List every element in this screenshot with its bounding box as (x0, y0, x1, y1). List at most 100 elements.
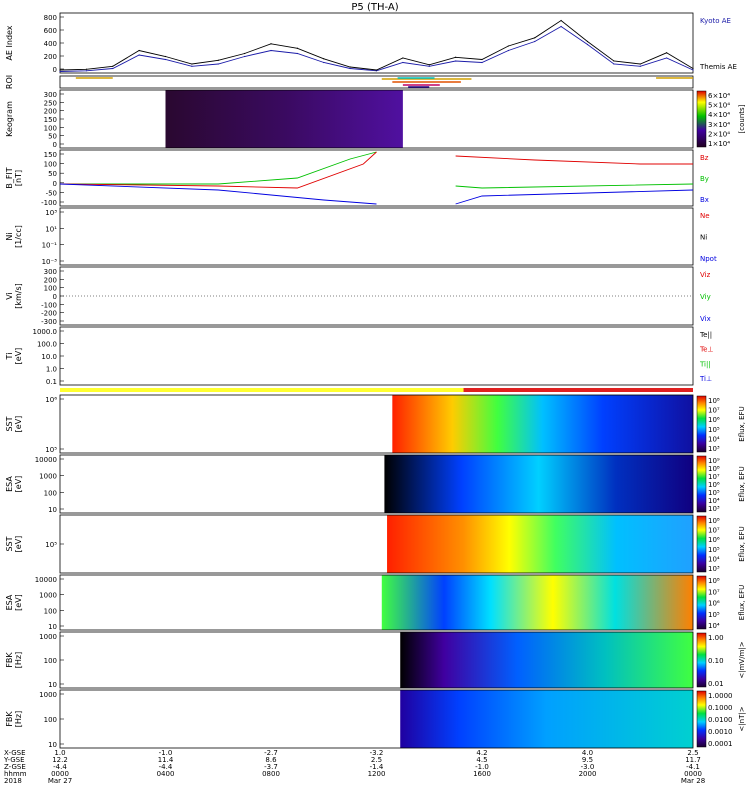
fbk1-spectrogram (400, 632, 693, 688)
ti-tick-label: 1000.0 (33, 328, 58, 336)
esa2-tick-label: 10 (48, 623, 57, 631)
vi-tick-label: 100 (44, 285, 57, 293)
keogram-tick-label: 200 (44, 108, 57, 116)
ae-point (112, 67, 114, 70)
ae-point (455, 60, 457, 62)
time-col-z: -1.0 (475, 763, 489, 771)
time-col-z: -4.1 (686, 763, 700, 771)
sst2-spectrogram (387, 515, 693, 573)
esa2-spectrogram (381, 575, 693, 630)
time-col-hhmm: 1200 (368, 770, 386, 778)
ae-point (191, 63, 193, 65)
sst1-colorbar-tick: 10⁵ (708, 426, 720, 434)
keogram-ylabel: Keogram (5, 101, 14, 137)
ni-legend-1: Ni (700, 234, 707, 242)
time-col-y: 8.6 (265, 756, 277, 764)
time-row-label: Y-GSE (3, 756, 25, 764)
time-col-hhmm: 0000 (51, 770, 69, 778)
panel-esa1: ESA [eV] 10000 1000 100 10 10⁹10⁸10⁷10⁶10⁵10⁴1… (5, 454, 746, 514)
ae-point (586, 43, 589, 46)
sst1-colorbar-tick: 10⁴ (708, 435, 720, 443)
ti-ylabel: Ti (5, 353, 14, 361)
sst2-colorbar-tick: 10⁶ (708, 536, 720, 544)
ae-legend-1: Themis AE (699, 63, 737, 71)
keogram-colorbar-tick: 4×10⁴ (708, 111, 730, 119)
keogram-colorbar-tick: 5×10⁴ (708, 102, 730, 110)
esa1-colorbar-tick: 10⁴ (708, 497, 720, 505)
ae-point (560, 25, 562, 28)
fbk1-colorbar-tick: 0.01 (708, 680, 724, 688)
ae-point (481, 58, 483, 61)
ae-point (613, 60, 615, 62)
sst2-ylabel: SST (5, 536, 14, 551)
vi-tick-label: 300 (44, 268, 57, 276)
time-col-z: -4.4 (53, 763, 67, 771)
esa2-colorbar-tick: 10⁴ (708, 622, 720, 630)
bfit-legend-0: Bz (700, 154, 709, 162)
time-col-y: 12.2 (52, 756, 68, 764)
time-row-label: Z-GSE (4, 763, 26, 771)
ti-tick-label: 0.1 (46, 378, 57, 386)
ae-point (402, 57, 404, 59)
fbk2-spectrogram (400, 690, 693, 748)
esa2-colorbar-unit: Eflux, EFU (738, 585, 746, 620)
esa2-colorbar-tick: 10⁸ (708, 577, 720, 585)
sst2-colorbar-unit: Eflux, EFU (738, 526, 746, 561)
ae-point (191, 65, 193, 67)
sst2-colorbar-tick: 10⁴ (708, 555, 720, 563)
ae-point (586, 40, 589, 43)
time-col-x: 4.0 (582, 749, 593, 757)
fbk2-colorbar-tick: 0.1000 (708, 704, 733, 712)
esa2-colorbar (696, 575, 707, 630)
bfit-ylabel: B_FIT (5, 167, 14, 188)
ti-tick-label: 10.0 (41, 353, 57, 361)
ae-ylabel: AE Index (5, 25, 14, 60)
esa1-tick-label: 1000 (39, 473, 57, 481)
time-col-x: -3.2 (370, 749, 384, 757)
time-col-hhmm: 0800 (262, 770, 280, 778)
sst1-colorbar-tick: 10⁸ (708, 397, 720, 405)
ae-tick-label: 0 (53, 66, 57, 74)
ae-point (323, 61, 325, 64)
roi-ylabel: ROI (5, 75, 14, 89)
esa1-colorbar-tick: 10⁹ (708, 457, 720, 465)
ae-point (428, 65, 430, 67)
sst2-colorbar-tick: 10³ (708, 565, 720, 573)
panel-ti: Ti [eV] 1000.0 100.0 10.0 1.0 0.1 Te|| Te⊥ Ti|| Ti… (5, 326, 714, 386)
vi-legend-2: Vix (700, 315, 711, 323)
ae-point (349, 66, 351, 68)
vi-legend-0: Viz (700, 271, 711, 279)
sst2-ylabel: [eV] (14, 536, 23, 553)
time-col-y: 9.5 (582, 756, 593, 764)
bfit-ylabel: [nT] (14, 170, 23, 186)
esa1-frame (59, 454, 694, 514)
time-axis: X-GSEY-GSEZ-GSEhhmm20181.012.2-4.40000Ma… (3, 749, 705, 785)
ae-point (270, 49, 272, 52)
bfit-frame (59, 149, 694, 207)
ae-tick-label: 600 (44, 27, 57, 35)
fbk2-colorbar-tick: 0.0010 (708, 728, 733, 736)
ni-legend-0: Ne (700, 212, 710, 220)
sst1-frame (59, 394, 694, 454)
fbk1-ylabel: FBK (5, 652, 14, 668)
plot-title: P5 (TH-A) (351, 2, 398, 13)
ae-point (507, 49, 509, 52)
vi-tick-label: -100 (41, 301, 57, 309)
ae-series-1 (59, 19, 694, 71)
sst2-colorbar-tick: 10⁸ (708, 517, 720, 525)
time-col-date: Mar 28 (681, 777, 705, 785)
ae-point (534, 40, 536, 43)
esa1-tick-label: 100 (44, 489, 57, 497)
time-col-x: 4.2 (476, 749, 487, 757)
ae-point (639, 63, 641, 65)
esa2-colorbar-tick: 10⁷ (708, 588, 720, 596)
ni-frame (59, 207, 694, 266)
time-col-y: 4.5 (476, 756, 487, 764)
sst1-colorbar-tick: 10³ (708, 445, 720, 453)
bfit-tick-label: -50 (46, 189, 57, 197)
time-col-x: -2.7 (264, 749, 278, 757)
